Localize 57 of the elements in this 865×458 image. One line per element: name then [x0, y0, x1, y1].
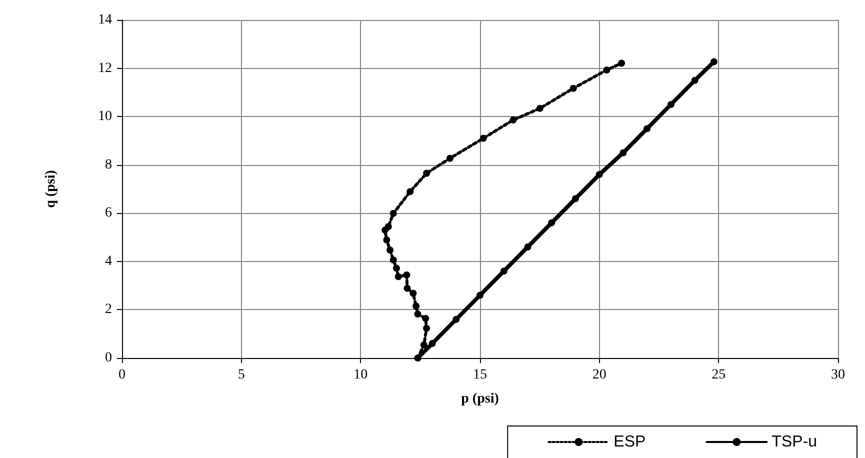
- point: [710, 58, 718, 66]
- y-axis-title: q (psi): [44, 170, 58, 208]
- point: [414, 354, 422, 362]
- point: [476, 292, 484, 299]
- point: [691, 76, 698, 84]
- y-tick-label: 14: [98, 12, 112, 28]
- y-tick-label: 12: [98, 60, 112, 76]
- legend-label: TSP-u: [772, 434, 817, 450]
- y-tick-label: 8: [105, 157, 112, 172]
- point: [510, 116, 517, 124]
- point: [394, 273, 402, 280]
- point: [392, 264, 400, 272]
- point: [570, 84, 577, 92]
- point: [452, 316, 460, 323]
- point: [403, 271, 410, 278]
- point: [524, 243, 532, 250]
- point: [667, 101, 674, 108]
- x-tick-label: 15: [473, 368, 487, 382]
- point: [548, 219, 556, 226]
- point: [446, 154, 454, 162]
- point: [423, 170, 430, 177]
- point: [620, 149, 627, 156]
- point: [644, 125, 651, 132]
- point: [404, 284, 411, 292]
- y-tick-label: 10: [98, 109, 112, 124]
- point: [603, 66, 610, 74]
- point: [422, 314, 430, 322]
- point: [383, 236, 390, 244]
- legend-label: ESP: [614, 434, 646, 450]
- point: [386, 246, 394, 254]
- y-tick-label: 4: [105, 254, 112, 269]
- x-tick-label: 25: [712, 368, 726, 382]
- point: [423, 324, 430, 332]
- x-tick-label: 10: [354, 368, 368, 382]
- x-tick-label: 0: [118, 368, 126, 382]
- point: [596, 171, 603, 178]
- x-axis-title: p (psi): [461, 392, 500, 406]
- point: [410, 290, 417, 297]
- point: [406, 188, 414, 196]
- y-tick-label: 6: [105, 206, 112, 221]
- y-tick-label: 2: [105, 302, 112, 318]
- point: [428, 340, 436, 348]
- point: [480, 134, 487, 142]
- x-tick-label: 5: [238, 368, 245, 382]
- point: [618, 60, 626, 67]
- x-tick-label: 20: [592, 368, 606, 382]
- y-tick-label: 0: [105, 350, 112, 366]
- point: [500, 268, 508, 275]
- point: [390, 210, 397, 217]
- point: [412, 302, 420, 310]
- point: [414, 310, 422, 318]
- point: [536, 104, 544, 112]
- point: [420, 341, 428, 348]
- point: [390, 256, 397, 264]
- x-tick-label: 30: [831, 368, 845, 382]
- point: [384, 223, 392, 230]
- point: [572, 195, 579, 202]
